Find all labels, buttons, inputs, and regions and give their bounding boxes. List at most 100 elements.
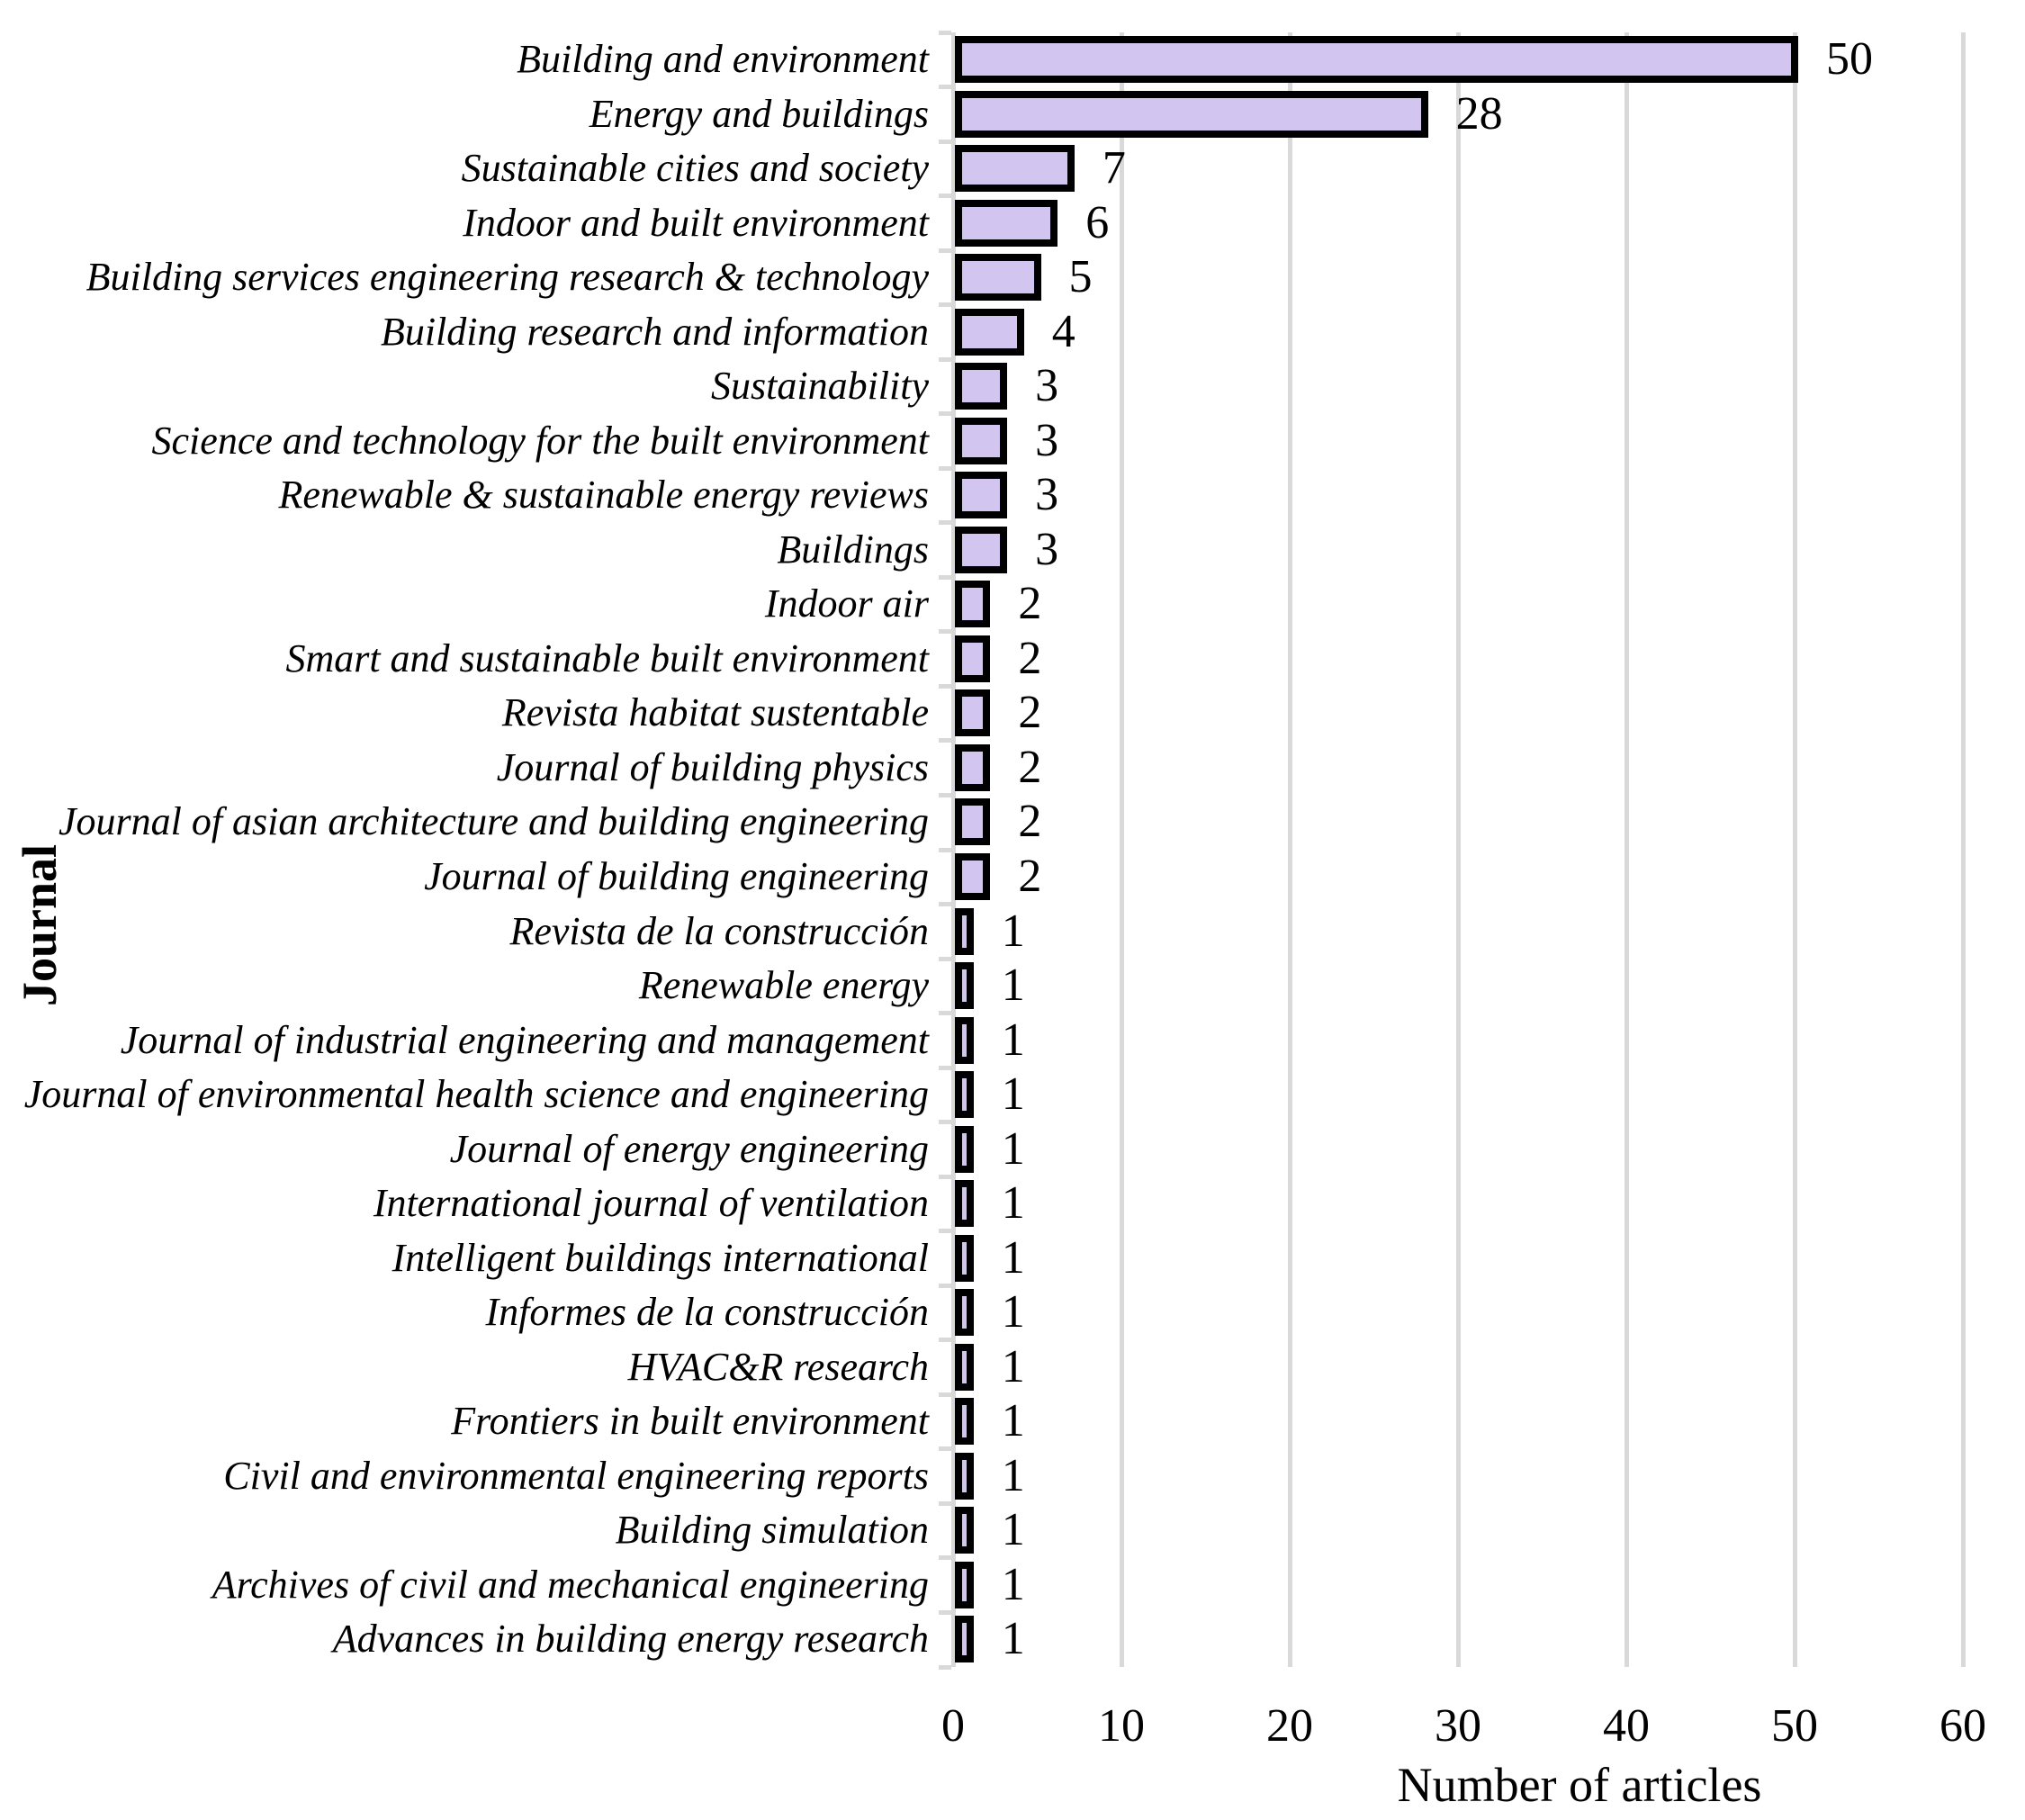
category-label: Frontiers in built environment (451, 1399, 929, 1444)
bar (955, 1289, 974, 1337)
axis-tick (939, 738, 951, 743)
category-label: Journal of building engineering (424, 854, 929, 898)
x-tick-label: 10 (1098, 1700, 1145, 1752)
axis-tick (939, 1555, 951, 1561)
bar (955, 907, 974, 955)
value-label: 1 (1001, 1449, 1025, 1501)
gridline (1624, 32, 1629, 1667)
bar (955, 635, 991, 682)
value-label: 28 (1455, 87, 1503, 140)
value-label: 1 (1001, 1177, 1025, 1230)
bar (955, 1071, 974, 1119)
value-label: 2 (1018, 796, 1042, 848)
category-label: Building and environment (517, 37, 929, 81)
value-label: 1 (1001, 1504, 1025, 1556)
category-label: Buildings (777, 527, 929, 572)
axis-tick (939, 520, 951, 526)
value-label: 1 (1001, 1613, 1025, 1665)
value-label: 1 (1001, 905, 1025, 957)
category-label: Renewable energy (638, 963, 929, 1008)
x-tick-label: 0 (941, 1700, 965, 1752)
axis-tick (939, 1174, 951, 1179)
category-label: Intelligent buildings international (392, 1235, 929, 1280)
axis-tick (939, 1229, 951, 1234)
axis-tick (939, 85, 951, 90)
bar (955, 36, 1798, 83)
axis-tick (939, 902, 951, 907)
bar (955, 581, 991, 628)
category-label: Revista habitat sustentable (501, 690, 929, 735)
category-label: Advances in building energy research (332, 1617, 929, 1662)
axis-tick (939, 411, 951, 417)
category-label: Indoor and built environment (463, 200, 929, 245)
category-label: Science and technology for the built env… (151, 418, 929, 463)
value-label: 1 (1001, 1558, 1025, 1610)
axis-tick (939, 956, 951, 961)
bar (955, 853, 991, 900)
x-tick-label: 20 (1266, 1700, 1313, 1752)
value-label: 1 (1001, 1122, 1025, 1175)
gridline (1792, 32, 1797, 1667)
axis-tick (939, 1609, 951, 1615)
category-label: Journal of industrial engineering and ma… (120, 1017, 929, 1062)
gridline (1119, 32, 1124, 1667)
axis-tick (939, 1446, 951, 1452)
axis-tick (939, 1283, 951, 1288)
category-label: Archives of civil and mechanical enginee… (212, 1562, 929, 1607)
category-label: Revista de la construcción (509, 908, 929, 953)
category-label: Building simulation (615, 1508, 929, 1553)
category-label: Renewable & sustainable energy reviews (278, 473, 929, 518)
bar (955, 798, 991, 846)
bar (955, 1452, 974, 1500)
axis-tick (939, 194, 951, 199)
axis-tick (939, 1011, 951, 1016)
value-label: 3 (1035, 414, 1059, 466)
axis-tick (939, 30, 951, 35)
gridline (1960, 32, 1966, 1667)
axis-tick (939, 1120, 951, 1125)
category-label: Informes de la construcción (485, 1290, 929, 1335)
value-label: 2 (1018, 687, 1042, 739)
axis-tick (939, 248, 951, 253)
value-label: 1 (1001, 1286, 1025, 1338)
value-label: 4 (1051, 305, 1076, 357)
category-label: Journal of building physics (496, 744, 929, 789)
bar (955, 472, 1008, 519)
value-label: 5 (1068, 251, 1093, 303)
axis-tick (939, 1500, 951, 1506)
value-label: 1 (1001, 1340, 1025, 1392)
value-label: 3 (1035, 523, 1059, 575)
bar (955, 1507, 974, 1554)
bar (955, 254, 1041, 302)
category-label: Journal of energy engineering (449, 1126, 929, 1171)
bar (955, 1180, 974, 1228)
value-label: 2 (1018, 851, 1042, 902)
x-tick-label: 30 (1435, 1700, 1481, 1752)
value-label: 2 (1018, 632, 1042, 684)
axis-tick (939, 574, 951, 580)
value-label: 6 (1085, 196, 1110, 248)
category-label: Civil and environmental engineering repo… (223, 1453, 929, 1498)
value-label: 7 (1102, 142, 1126, 194)
bar (955, 689, 991, 737)
bar (955, 363, 1008, 410)
category-label: Smart and sustainable built environment (285, 635, 929, 680)
value-label: 1 (1001, 1395, 1025, 1447)
category-label: Building research and information (380, 309, 929, 354)
bar (955, 308, 1024, 356)
bar (955, 1016, 974, 1064)
axis-tick (939, 1392, 951, 1397)
gridline (1287, 32, 1292, 1667)
axis-tick (939, 847, 951, 852)
value-label: 2 (1018, 741, 1042, 793)
bar (955, 199, 1058, 247)
value-label: 1 (1001, 960, 1025, 1012)
x-tick-label: 50 (1771, 1700, 1818, 1752)
bar (955, 1398, 974, 1446)
axis-tick (939, 1338, 951, 1343)
value-label: 3 (1035, 360, 1059, 412)
gridline (1455, 32, 1461, 1667)
axis-tick (939, 302, 951, 308)
category-label: Indoor air (764, 581, 929, 626)
category-label: International journal of ventilation (373, 1181, 929, 1226)
